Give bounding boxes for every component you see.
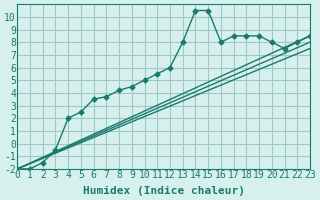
X-axis label: Humidex (Indice chaleur): Humidex (Indice chaleur) xyxy=(83,186,244,196)
